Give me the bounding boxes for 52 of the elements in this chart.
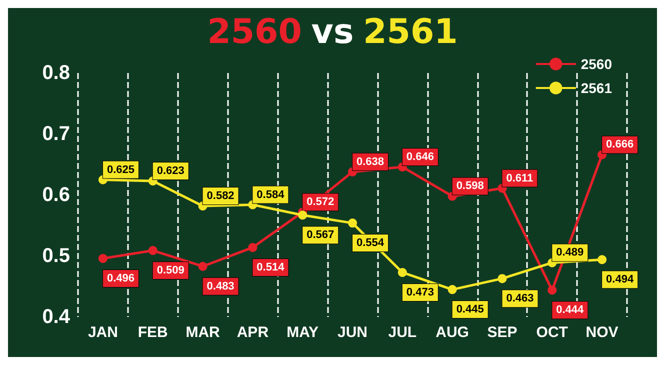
data-label: 0.572 (306, 196, 334, 208)
data-label: 0.473 (406, 286, 434, 298)
y-tick-label: 0.5 (42, 245, 70, 267)
data-label: 0.445 (456, 304, 484, 316)
chart-title: 2560 vs 2561 (207, 12, 458, 52)
legend-label: 2560 (580, 56, 612, 72)
data-label: 0.623 (156, 164, 184, 177)
data-label: 0.494 (606, 274, 634, 286)
x-tick-label: APR (236, 324, 269, 341)
x-tick-label: MAR (186, 324, 220, 341)
data-label: 0.598 (456, 180, 484, 192)
data-label: 0.483 (206, 280, 234, 292)
x-tick-label: JAN (88, 324, 118, 341)
point (148, 246, 158, 256)
data-label: 0.489 (556, 246, 584, 259)
point (348, 218, 357, 228)
x-tick-label: JUN (337, 324, 368, 341)
point (198, 262, 208, 271)
data-label: 0.625 (106, 164, 134, 176)
x-tick-label: MAY (286, 324, 319, 341)
data-label: 0.463 (506, 292, 534, 305)
data-label: 0.638 (356, 156, 384, 168)
point (98, 254, 108, 263)
data-label: 0.582 (206, 190, 234, 202)
point (248, 242, 258, 252)
x-tick-label: FEB (138, 324, 168, 341)
data-label: 0.567 (306, 229, 334, 242)
legend-label: 2561 (580, 80, 612, 96)
point (598, 255, 607, 264)
x-tick-label: JUL (388, 324, 417, 341)
point (548, 286, 557, 295)
y-tick-label: 0.8 (42, 62, 70, 84)
y-tick-label: 0.4 (42, 306, 71, 328)
y-tick-label: 0.6 (42, 184, 70, 206)
data-label: 0.584 (256, 188, 286, 201)
data-label: 0.509 (156, 264, 184, 277)
point (398, 268, 407, 277)
x-tick-label: NOV (586, 324, 618, 341)
point (448, 285, 457, 294)
data-label: 0.554 (356, 237, 385, 250)
data-label: 0.514 (256, 261, 286, 274)
data-label: 0.496 (106, 272, 134, 284)
data-label: 0.611 (506, 172, 534, 184)
point (298, 210, 308, 220)
point (498, 274, 507, 284)
data-label: 0.444 (556, 304, 585, 316)
x-tick-label: AUG (436, 324, 469, 341)
x-tick-label: SEP (487, 324, 518, 341)
x-tick-label: OCT (536, 324, 568, 341)
data-label: 0.646 (406, 150, 434, 163)
y-tick-label: 0.7 (42, 123, 70, 145)
data-label: 0.666 (606, 138, 634, 151)
